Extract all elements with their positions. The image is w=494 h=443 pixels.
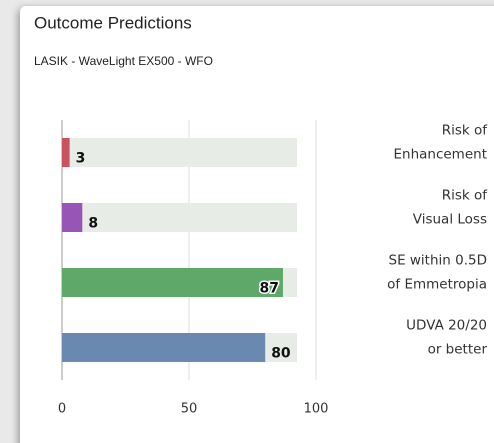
bar	[62, 203, 83, 232]
value-label: 87	[259, 281, 278, 297]
category-label: or better	[428, 342, 488, 358]
category-label: of Emmetropia	[387, 277, 487, 293]
bar	[62, 268, 283, 297]
bar-track	[62, 138, 297, 167]
category-label: Risk of	[442, 123, 489, 139]
category-label: Enhancement	[393, 147, 487, 163]
category-label: SE within 0.5D	[389, 253, 488, 269]
bar	[62, 333, 266, 362]
category-label: Risk of	[442, 188, 489, 204]
value-label: 8	[88, 216, 98, 232]
chart-title: Outcome Predictions	[34, 13, 192, 32]
x-tick-label: 100	[304, 402, 329, 417]
x-tick-label: 50	[181, 402, 198, 417]
category-label: Visual Loss	[413, 212, 487, 228]
value-label: 3	[76, 151, 86, 167]
bar-track	[62, 203, 297, 232]
value-label: 80	[271, 346, 291, 362]
x-tick-label: 0	[58, 402, 66, 417]
category-label: UDVA 20/20	[406, 318, 487, 334]
chart-subtitle: LASIK - WaveLight EX500 - WFO	[34, 54, 213, 68]
bar	[62, 138, 70, 167]
